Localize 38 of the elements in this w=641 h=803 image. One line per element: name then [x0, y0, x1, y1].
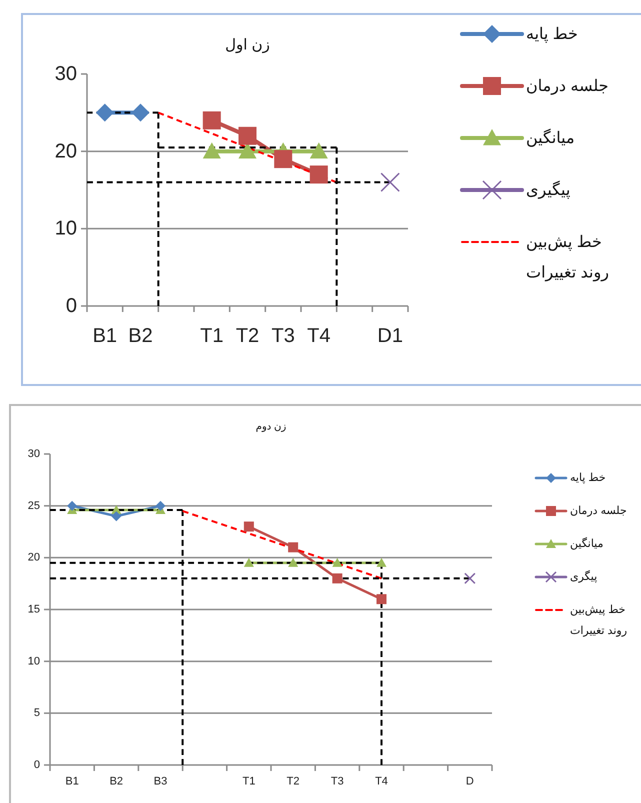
legend-label: میانگین — [526, 128, 575, 146]
y-tick-label: 10 — [54, 218, 77, 240]
legend-label: میانگین — [570, 537, 604, 550]
y-tick-label: 30 — [28, 448, 40, 460]
x-tick-label: B2 — [128, 325, 153, 347]
x-tick-label: T4 — [307, 325, 331, 347]
x-tick-label: B2 — [110, 776, 124, 788]
y-tick-label: 0 — [34, 759, 40, 771]
x-tick-label: T3 — [330, 776, 344, 788]
x-tick-label: B3 — [154, 776, 168, 788]
y-tick-label: 5 — [34, 707, 40, 720]
x-tick-label: T4 — [375, 776, 388, 788]
legend-label: جلسه درمان — [526, 78, 609, 94]
y-tick-label: 10 — [28, 655, 40, 668]
x-tick-label: T3 — [271, 325, 295, 347]
x-tick-label: T1 — [242, 776, 256, 788]
y-tick-label: 25 — [28, 500, 40, 512]
y-tick-label: 30 — [54, 63, 77, 85]
chart-title: زن اول — [225, 36, 270, 54]
x-tick-label: D1 — [377, 325, 403, 347]
legend-label: پیگیری — [526, 180, 570, 198]
legend-label: خط پایه — [526, 26, 578, 42]
legend-label: خط پایه — [570, 472, 606, 484]
x-tick-label: T1 — [200, 325, 224, 347]
y-tick-label: 0 — [66, 295, 77, 317]
chart-title: زن دوم — [256, 422, 286, 432]
x-tick-label: B1 — [92, 325, 118, 347]
x-tick-label: B1 — [65, 776, 79, 788]
legend-label: خط پش‌بین روند تغییرات — [526, 234, 609, 281]
y-tick-label: 15 — [28, 604, 40, 616]
y-tick-label: 20 — [28, 552, 40, 564]
x-tick-label: T2 — [236, 325, 260, 347]
legend-label: پیگری — [570, 570, 598, 583]
legend-label: جلسه درمان — [570, 505, 627, 517]
x-tick-label: D — [466, 776, 474, 788]
x-tick-label: T2 — [286, 776, 300, 788]
legend-label: خط پیش‌بین روند تغییرات — [570, 604, 628, 637]
y-tick-label: 20 — [54, 140, 77, 162]
